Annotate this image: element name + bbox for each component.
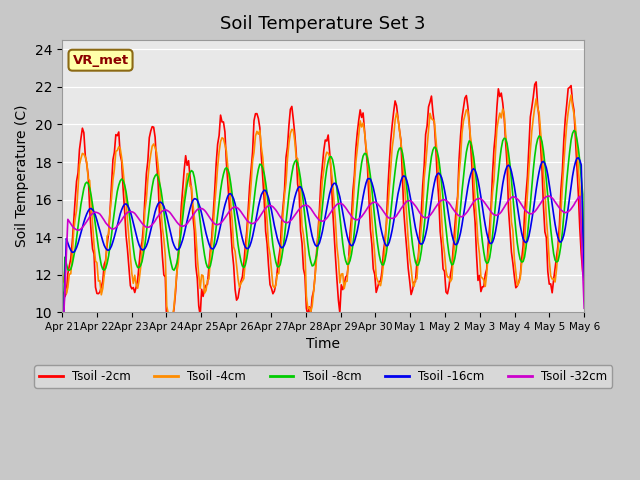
Tsoil -8cm [580,274,588,280]
Tsoil -2cm [532,79,540,85]
Tsoil -2cm [580,272,588,277]
Tsoil -16cm [580,277,588,283]
Tsoil -2cm [215,132,223,138]
Line: Tsoil -4cm: Tsoil -4cm [62,95,584,330]
Tsoil -16cm [58,362,66,368]
Tsoil -8cm [570,128,578,133]
Tsoil -4cm [553,266,561,272]
Tsoil -8cm [231,218,239,224]
Tsoil -16cm [551,221,559,227]
Tsoil -32cm [544,193,552,199]
Tsoil -32cm [553,201,561,207]
Legend: Tsoil -2cm, Tsoil -4cm, Tsoil -8cm, Tsoil -16cm, Tsoil -32cm: Tsoil -2cm, Tsoil -4cm, Tsoil -8cm, Tsoi… [35,365,612,388]
Tsoil -8cm [214,212,221,218]
Tsoil -2cm [288,104,296,109]
Tsoil -8cm [122,189,130,194]
Tsoil -16cm [240,241,248,247]
Tsoil -16cm [287,216,294,222]
Tsoil -4cm [215,149,223,155]
Tsoil -8cm [58,371,66,377]
Tsoil -2cm [554,243,562,249]
Line: Tsoil -2cm: Tsoil -2cm [62,82,584,328]
Tsoil -4cm [122,196,130,202]
X-axis label: Time: Time [306,337,340,351]
Line: Tsoil -16cm: Tsoil -16cm [62,158,584,365]
Tsoil -4cm [580,251,588,256]
Tsoil -4cm [241,258,249,264]
Tsoil -32cm [580,305,588,311]
Tsoil -4cm [167,327,175,333]
Tsoil -32cm [231,204,239,210]
Tsoil -4cm [58,266,66,272]
Tsoil -8cm [287,180,294,186]
Tsoil -2cm [122,232,130,238]
Tsoil -16cm [575,155,582,161]
Tsoil -4cm [288,127,296,132]
Tsoil -16cm [122,201,130,207]
Tsoil -32cm [287,218,294,224]
Tsoil -16cm [231,201,239,207]
Tsoil -32cm [214,222,221,228]
Tsoil -4cm [233,262,241,268]
Line: Tsoil -8cm: Tsoil -8cm [62,131,584,374]
Text: VR_met: VR_met [72,54,129,67]
Line: Tsoil -32cm: Tsoil -32cm [62,196,584,357]
Tsoil -32cm [122,211,130,216]
Tsoil -32cm [240,213,248,219]
Tsoil -2cm [241,244,249,250]
Tsoil -8cm [551,257,559,263]
Y-axis label: Soil Temperature (C): Soil Temperature (C) [15,105,29,247]
Tsoil -2cm [233,297,241,303]
Tsoil -4cm [567,92,575,98]
Tsoil -2cm [58,289,66,295]
Tsoil -32cm [58,354,66,360]
Title: Soil Temperature Set 3: Soil Temperature Set 3 [220,15,426,33]
Tsoil -16cm [214,236,221,241]
Tsoil -2cm [164,325,172,331]
Tsoil -8cm [240,264,248,270]
